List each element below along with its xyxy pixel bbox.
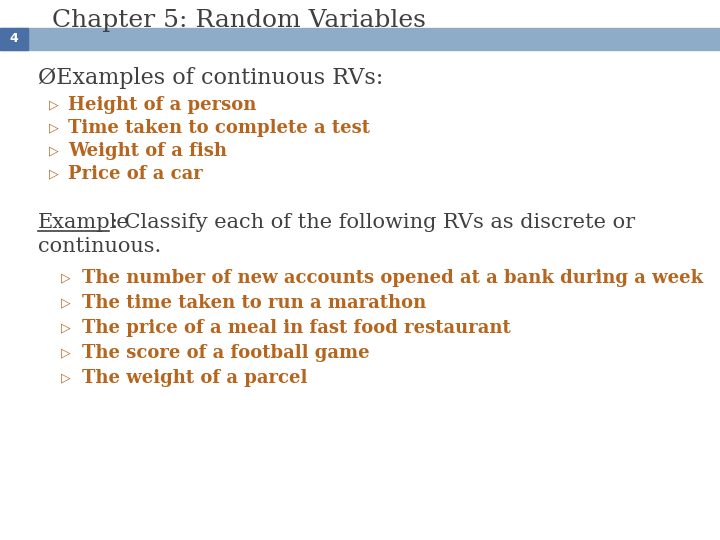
Text: ▷: ▷	[49, 98, 59, 111]
Text: Weight of a fish: Weight of a fish	[68, 142, 227, 160]
Text: : Classify each of the following RVs as discrete or: : Classify each of the following RVs as …	[111, 213, 635, 232]
Bar	[0, 28, 720, 50]
Text: The number of new accounts opened at a bank during a week: The number of new accounts opened at a b…	[82, 269, 703, 287]
Text: ▷: ▷	[61, 296, 71, 309]
Text: Example: Example	[38, 213, 130, 232]
Text: ▷: ▷	[49, 145, 59, 158]
Text: ▷: ▷	[61, 321, 71, 334]
Text: Price of a car: Price of a car	[68, 165, 203, 183]
Text: Time taken to complete a test: Time taken to complete a test	[68, 119, 370, 137]
Text: Height of a person: Height of a person	[68, 96, 256, 114]
Text: The weight of a parcel: The weight of a parcel	[82, 369, 307, 387]
Text: ØExamples of continuous RVs:: ØExamples of continuous RVs:	[38, 67, 383, 89]
Text: ▷: ▷	[49, 122, 59, 134]
Bar	[0, 28, 28, 50]
Text: The price of a meal in fast food restaurant: The price of a meal in fast food restaur…	[82, 319, 510, 337]
Text: The score of a football game: The score of a football game	[82, 344, 369, 362]
Text: ▷: ▷	[49, 167, 59, 180]
Text: continuous.: continuous.	[38, 237, 161, 255]
Text: The time taken to run a marathon: The time taken to run a marathon	[82, 294, 426, 312]
Text: ▷: ▷	[61, 347, 71, 360]
Text: ▷: ▷	[61, 372, 71, 384]
Text: ▷: ▷	[61, 272, 71, 285]
Text: 4: 4	[9, 32, 19, 45]
Text: Chapter 5: Random Variables: Chapter 5: Random Variables	[52, 9, 426, 31]
